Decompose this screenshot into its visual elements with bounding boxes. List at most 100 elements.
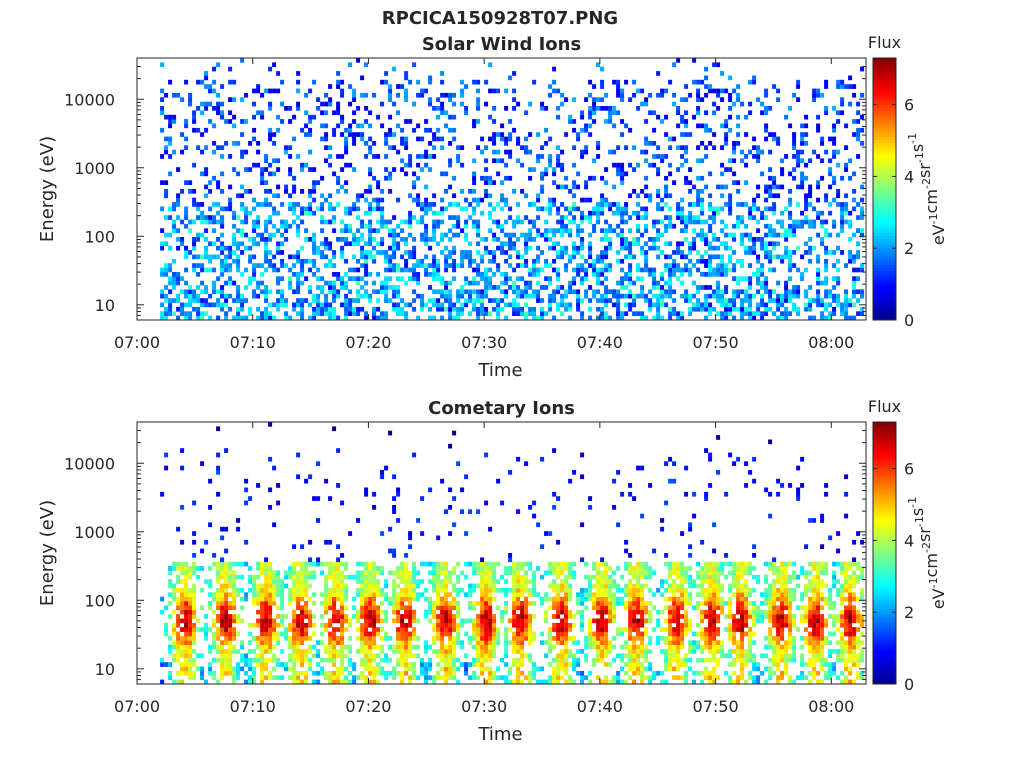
heatmap-cell: [564, 267, 569, 273]
heatmap-cell: [452, 193, 457, 199]
heatmap-cell: [696, 97, 701, 102]
heatmap-cell: [384, 267, 389, 273]
heatmap-cell: [692, 237, 697, 242]
heatmap-cell: [464, 666, 469, 672]
heatmap-cell: [820, 141, 825, 146]
heatmap-cell: [596, 210, 601, 216]
heatmap-cell: [180, 505, 185, 510]
heatmap-cell: [388, 92, 393, 98]
heatmap-cell: [224, 298, 229, 303]
heatmap-cell: [220, 566, 225, 571]
heatmap-cell: [616, 145, 621, 150]
heatmap-cell: [724, 202, 729, 207]
heatmap-cell: [336, 110, 341, 116]
heatmap-cell: [672, 223, 677, 229]
heatmap-cell: [804, 197, 809, 203]
heatmap-cell: [360, 605, 365, 611]
heatmap-cell: [756, 206, 761, 212]
heatmap-cell: [552, 66, 557, 72]
heatmap-cell: [736, 223, 741, 229]
heatmap-cell: [388, 232, 393, 238]
heatmap-cell: [748, 293, 753, 299]
heatmap-cell: [808, 245, 813, 251]
heatmap-cell: [628, 293, 633, 299]
heatmap-cell: [344, 306, 349, 312]
heatmap-cell: [520, 189, 525, 194]
heatmap-cell: [512, 280, 517, 286]
heatmap-cell: [288, 206, 293, 212]
heatmap-cell: [272, 132, 277, 137]
heatmap-cell: [384, 154, 389, 159]
heatmap-cell: [472, 158, 477, 164]
heatmap-cell: [728, 197, 733, 203]
heatmap-cell: [176, 596, 181, 602]
heatmap-cell: [576, 223, 581, 229]
heatmap-cell: [384, 579, 389, 584]
heatmap-cell: [500, 123, 505, 129]
heatmap-cell: [312, 197, 317, 203]
heatmap-cell: [544, 258, 549, 264]
heatmap-cell: [296, 649, 301, 654]
heatmap-cell: [264, 574, 269, 580]
heatmap-cell: [304, 228, 309, 233]
heatmap-cell: [340, 579, 345, 584]
heatmap-cell: [492, 232, 497, 238]
heatmap-cell: [168, 601, 173, 606]
heatmap-cell: [768, 258, 773, 264]
heatmap-cell: [424, 254, 429, 260]
heatmap-cell: [372, 258, 377, 264]
heatmap-cell: [288, 254, 293, 260]
heatmap-cell: [280, 232, 285, 238]
heatmap-cell: [356, 206, 361, 212]
heatmap-cell: [736, 293, 741, 299]
heatmap-cell: [404, 596, 409, 602]
heatmap-cell: [820, 158, 825, 164]
heatmap-cell: [324, 583, 329, 589]
heatmap-cell: [620, 245, 625, 251]
heatmap-cell: [420, 302, 425, 308]
heatmap-cell: [808, 237, 813, 242]
heatmap-cell: [168, 123, 173, 129]
heatmap-cell: [520, 311, 525, 316]
heatmap-cell: [572, 250, 577, 255]
heatmap-cell: [436, 272, 441, 277]
heatmap-cell: [304, 670, 309, 676]
heatmap-cell: [720, 193, 725, 199]
heatmap-cell: [728, 258, 733, 264]
heatmap-cell: [436, 241, 441, 247]
heatmap-cell: [392, 666, 397, 672]
heatmap-cell: [220, 644, 225, 650]
heatmap-cell: [392, 509, 397, 514]
heatmap-cell: [448, 614, 453, 619]
heatmap-cell: [208, 254, 213, 260]
heatmap-cell: [452, 657, 457, 663]
heatmap-cell: [232, 79, 237, 85]
heatmap-cell: [716, 267, 721, 273]
heatmap-cell: [312, 180, 317, 185]
heatmap-cell: [220, 657, 225, 663]
heatmap-cell: [440, 79, 445, 85]
heatmap-cell: [792, 141, 797, 146]
heatmap-cell: [448, 184, 453, 190]
heatmap-cell: [292, 640, 297, 645]
heatmap-cell: [748, 315, 753, 321]
heatmap-cell: [232, 679, 237, 685]
heatmap-cell: [708, 311, 713, 316]
heatmap-cell: [732, 293, 737, 299]
heatmap-cell: [300, 561, 305, 567]
heatmap-cell: [748, 110, 753, 116]
heatmap-cell: [216, 574, 221, 580]
heatmap-cell: [332, 653, 337, 659]
heatmap-cell: [776, 302, 781, 308]
heatmap-cell: [492, 237, 497, 242]
heatmap-cell: [744, 114, 749, 120]
heatmap-cell: [524, 302, 529, 308]
heatmap-cell: [720, 123, 725, 129]
heatmap-cell: [692, 184, 697, 190]
heatmap-cell: [160, 311, 165, 316]
heatmap-cell: [596, 258, 601, 264]
heatmap-cell: [168, 614, 173, 619]
heatmap-cell: [780, 315, 785, 321]
heatmap-cell: [228, 570, 233, 576]
